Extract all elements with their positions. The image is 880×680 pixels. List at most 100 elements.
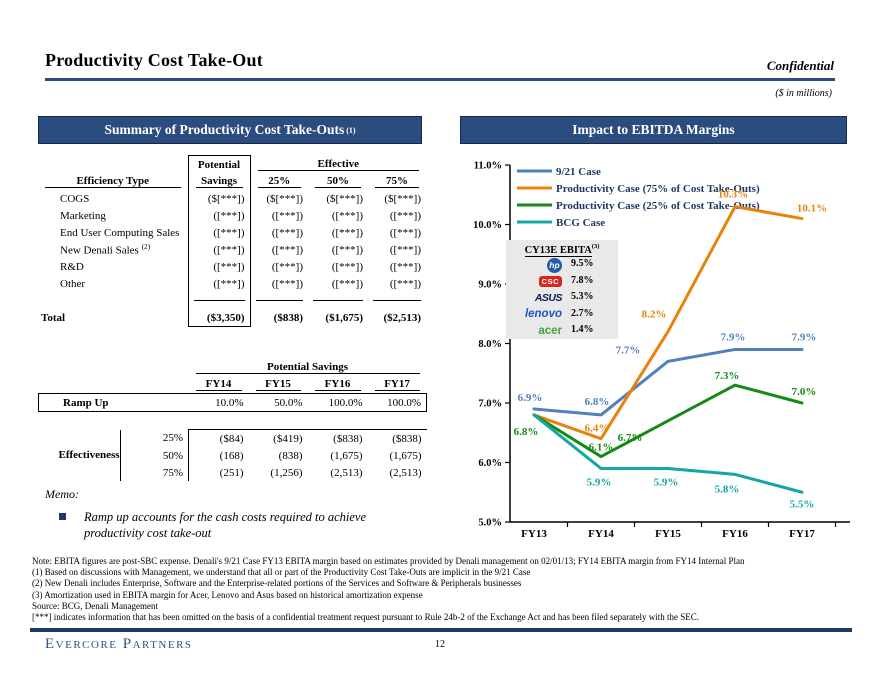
table-row: Potential Savings <box>39 359 427 376</box>
y-tick-label: 7.0% <box>478 399 502 410</box>
col-header-75: 75% <box>368 173 426 190</box>
data-point-label: 7.3% <box>715 370 740 382</box>
effectiveness-pct: 75% <box>120 464 189 481</box>
cell-value: ([***]) <box>331 260 363 273</box>
csc-logo: CSC <box>538 276 562 288</box>
units-note: ($ in millions) <box>775 88 832 99</box>
cell-value: ([***]) <box>271 243 303 256</box>
footnote-line: Source: BCG, Denali Management <box>32 600 158 611</box>
square-bullet-icon <box>59 513 66 520</box>
series-line <box>532 205 804 441</box>
cell-value: ($84) <box>188 429 249 447</box>
memo-text: Ramp up accounts for the cash costs requ… <box>84 510 367 541</box>
cell-value: ([***]) <box>187 241 251 258</box>
footnote-line: Note: EBITA figures are post-SBC expense… <box>32 556 745 566</box>
data-point-label: 10.1% <box>797 203 827 215</box>
y-tick-label: 5.0% <box>478 518 502 529</box>
y-tick-label: 9.0% <box>478 280 502 291</box>
ebita-value: 9.5% <box>571 258 594 270</box>
effectiveness-row: 50% (168) (838) (1,675) (1,675) <box>39 447 427 464</box>
right-panel-header-text: Impact to EBITDA Margins <box>572 122 735 137</box>
year-header: FY16 <box>308 376 368 394</box>
data-point-label: 6.4% <box>585 423 610 435</box>
cell-value: (838) <box>278 449 303 462</box>
legend-label: BCG Case <box>556 217 605 229</box>
y-tick-label: 10.0% <box>473 220 502 231</box>
ebita-value: 1.4% <box>571 324 594 336</box>
right-panel-header: Impact to EBITDA Margins <box>460 116 847 144</box>
total-value: ($838) <box>273 311 303 324</box>
cell-value: ([***]) <box>331 226 363 239</box>
cell-value: ($[***]) <box>266 192 303 205</box>
footnotes: Note: EBITA figures are post-SBC expense… <box>32 556 862 623</box>
table-row: New Denali Sales (2) ([***]) ([***]) ([***]… <box>38 241 426 258</box>
effectiveness-pct: 50% <box>120 447 189 464</box>
data-point-label: 6.9% <box>518 392 543 404</box>
asus-logo: ASUS <box>534 291 563 304</box>
cell-value: (1,675) <box>330 449 363 462</box>
page-number: 12 <box>435 639 445 650</box>
table-row: Other ([***]) ([***]) ([***]) ([***]) <box>38 275 426 292</box>
row-label: COGS <box>60 192 90 205</box>
acer-logo: acer <box>538 324 562 337</box>
total-value: ($3,350) <box>187 309 251 327</box>
title-rule <box>45 78 835 81</box>
ebita-row: CSC 7.8% <box>510 272 614 289</box>
col-header-potential: Potential <box>187 155 251 173</box>
year-header: FY17 <box>368 376 427 394</box>
ramp-up-label: Ramp Up <box>38 393 189 412</box>
cell-value: ([***]) <box>271 260 303 273</box>
cell-value: ([***]) <box>271 277 303 290</box>
data-point-label: 6.7% <box>618 432 643 444</box>
data-point-label: 7.7% <box>616 344 641 356</box>
series-line <box>532 413 804 494</box>
cell-value: ([***]) <box>187 224 251 241</box>
data-point-label: 8.2% <box>642 309 667 321</box>
cell-value: ([***]) <box>271 226 303 239</box>
cell-value: ([***]) <box>389 209 422 222</box>
y-tick-label: 6.0% <box>478 458 502 469</box>
ebita-value: 5.3% <box>571 291 594 303</box>
left-panel-header-sup: (1) <box>346 125 356 135</box>
cell-value: (251) <box>219 466 244 479</box>
ebita-row: hp 9.5% <box>510 256 614 273</box>
ramp-up-value: 100.0% <box>367 393 428 412</box>
series-line <box>532 347 804 417</box>
cell-value: ([***]) <box>331 277 363 290</box>
cell-value: ([***]) <box>187 207 251 224</box>
ramp-up-value: 50.0% <box>248 393 308 412</box>
x-tick-label: FY17 <box>789 528 815 540</box>
footnote-line: (2) New Denali includes Enterprise, Soft… <box>32 578 522 589</box>
cell-value: ($838) <box>307 429 368 447</box>
table-row: COGS ($[***]) ($[***]) ($[***]) ($[***]) <box>38 190 426 207</box>
cell-value: (1,256) <box>270 466 303 479</box>
footnote-line: (1) Based on discussions with Management… <box>32 567 531 578</box>
year-header: FY14 <box>189 376 249 394</box>
cell-value: ($[***]) <box>187 190 251 207</box>
ramp-up-row: Ramp Up 10.0% 50.0% 100.0% 100.0% <box>38 393 428 412</box>
data-point-label: 5.9% <box>587 476 612 488</box>
memo-section: Memo: Ramp up accounts for the cash cost… <box>45 487 425 542</box>
cell-value: (168) <box>219 449 244 462</box>
cell-value: ([***]) <box>187 275 251 292</box>
col-header-25: 25% <box>250 173 308 190</box>
memo-bullet-row: Ramp up accounts for the cash costs requ… <box>45 509 425 542</box>
row-label: New Denali Sales (2) <box>60 242 151 257</box>
ebita-value: 7.8% <box>571 274 594 286</box>
cell-value: ([***]) <box>331 209 363 222</box>
cell-value: ([***]) <box>331 243 363 256</box>
table-row: Efficiency Type Savings 25% 50% 75% <box>38 173 426 190</box>
total-row: Total ($3,350) ($838) ($1,675) ($2,513) <box>38 309 426 327</box>
x-tick-label: FY13 <box>521 528 547 540</box>
cost-takeout-summary-table: Potential Effective Efficiency Type Savi… <box>38 155 426 327</box>
cell-value: ([***]) <box>389 277 422 290</box>
legend-label: 9/21 Case <box>556 166 601 178</box>
confidential-label: Confidential <box>766 58 834 73</box>
evercore-partners-logo: Evercore Partners <box>45 636 193 652</box>
potential-savings-table: Potential Savings FY14 FY15 FY16 FY17 Ramp … <box>38 359 428 481</box>
separator-row <box>38 292 426 309</box>
ramp-up-value: 100.0% <box>307 393 368 412</box>
cell-value: ($419) <box>248 429 308 447</box>
row-label: End User Computing Sales <box>60 226 180 239</box>
